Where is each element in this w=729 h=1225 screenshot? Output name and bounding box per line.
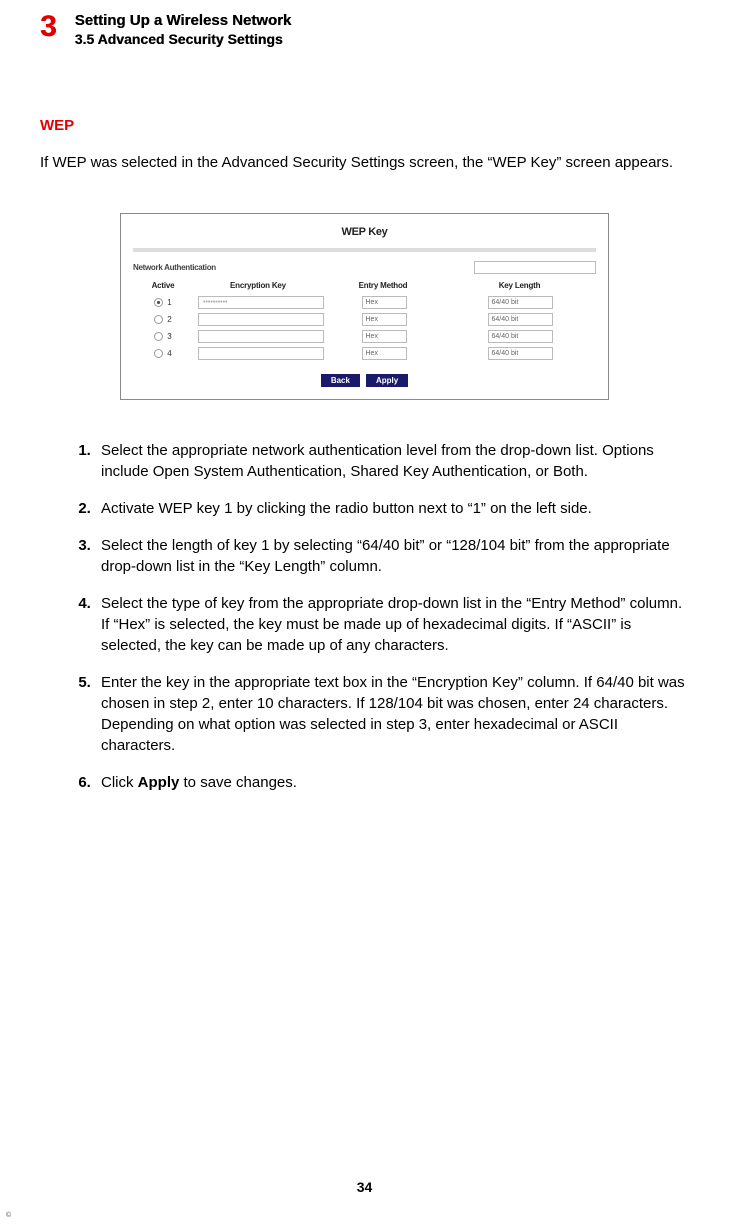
- length-select-1[interactable]: 64/40 bit: [488, 296, 553, 309]
- key-row: 2 Hex 64/40 bit: [133, 311, 596, 328]
- step-2: Activate WEP key 1 by clicking the radio…: [95, 498, 689, 519]
- auth-label: Network Authentication: [133, 263, 233, 272]
- key-input-4[interactable]: [198, 347, 324, 360]
- key-input-1[interactable]: ••••••••••: [198, 296, 324, 309]
- col-entry-method: Entry Method: [323, 281, 443, 290]
- row-num: 2: [167, 315, 171, 324]
- length-select-3[interactable]: 64/40 bit: [488, 330, 553, 343]
- row-num: 3: [167, 332, 171, 341]
- key-row: 4 Hex 64/40 bit: [133, 345, 596, 362]
- page-header: 3 Setting Up a Wireless Network 3.5 Adva…: [40, 12, 689, 47]
- wep-key-figure: WEP Key Network Authentication Active En…: [120, 213, 609, 400]
- intro-text: If WEP was selected in the Advanced Secu…: [40, 152, 689, 173]
- row-num: 1: [167, 298, 171, 307]
- entry-select-3[interactable]: Hex: [362, 330, 407, 343]
- entry-select-2[interactable]: Hex: [362, 313, 407, 326]
- entry-select-4[interactable]: Hex: [362, 347, 407, 360]
- entry-select-1[interactable]: Hex: [362, 296, 407, 309]
- steps-list: Select the appropriate network authentic…: [40, 440, 689, 793]
- section-heading: WEP: [40, 117, 689, 134]
- apply-button[interactable]: Apply: [366, 374, 408, 387]
- copyright-mark: ©: [6, 1212, 11, 1219]
- step-4: Select the type of key from the appropri…: [95, 593, 689, 656]
- key-input-3[interactable]: [198, 330, 324, 343]
- col-key-length: Key Length: [443, 281, 596, 290]
- step-5: Enter the key in the appropriate text bo…: [95, 672, 689, 756]
- step-6-pre: Click: [101, 774, 138, 791]
- chapter-title: Setting Up a Wireless Network: [75, 12, 292, 29]
- length-select-2[interactable]: 64/40 bit: [488, 313, 553, 326]
- row-num: 4: [167, 349, 171, 358]
- col-active: Active: [133, 281, 193, 290]
- key-row: 1 •••••••••• Hex 64/40 bit: [133, 294, 596, 311]
- section-title: 3.5 Advanced Security Settings: [75, 31, 292, 47]
- radio-2[interactable]: [154, 315, 163, 324]
- length-select-4[interactable]: 64/40 bit: [488, 347, 553, 360]
- step-3: Select the length of key 1 by selecting …: [95, 535, 689, 577]
- radio-3[interactable]: [154, 332, 163, 341]
- col-encryption-key: Encryption Key: [193, 281, 323, 290]
- step-6-bold: Apply: [138, 774, 180, 791]
- radio-1[interactable]: [154, 298, 163, 307]
- key-row: 3 Hex 64/40 bit: [133, 328, 596, 345]
- figure-divider: [133, 248, 596, 252]
- step-1: Select the appropriate network authentic…: [95, 440, 689, 482]
- key-input-2[interactable]: [198, 313, 324, 326]
- auth-select[interactable]: [474, 261, 596, 274]
- step-6-post: to save changes.: [179, 774, 297, 791]
- radio-4[interactable]: [154, 349, 163, 358]
- figure-title: WEP Key: [133, 226, 596, 238]
- back-button[interactable]: Back: [321, 374, 360, 387]
- step-6: Click Apply to save changes.: [95, 772, 689, 793]
- page-number: 34: [0, 1179, 729, 1195]
- chapter-number: 3: [40, 12, 57, 42]
